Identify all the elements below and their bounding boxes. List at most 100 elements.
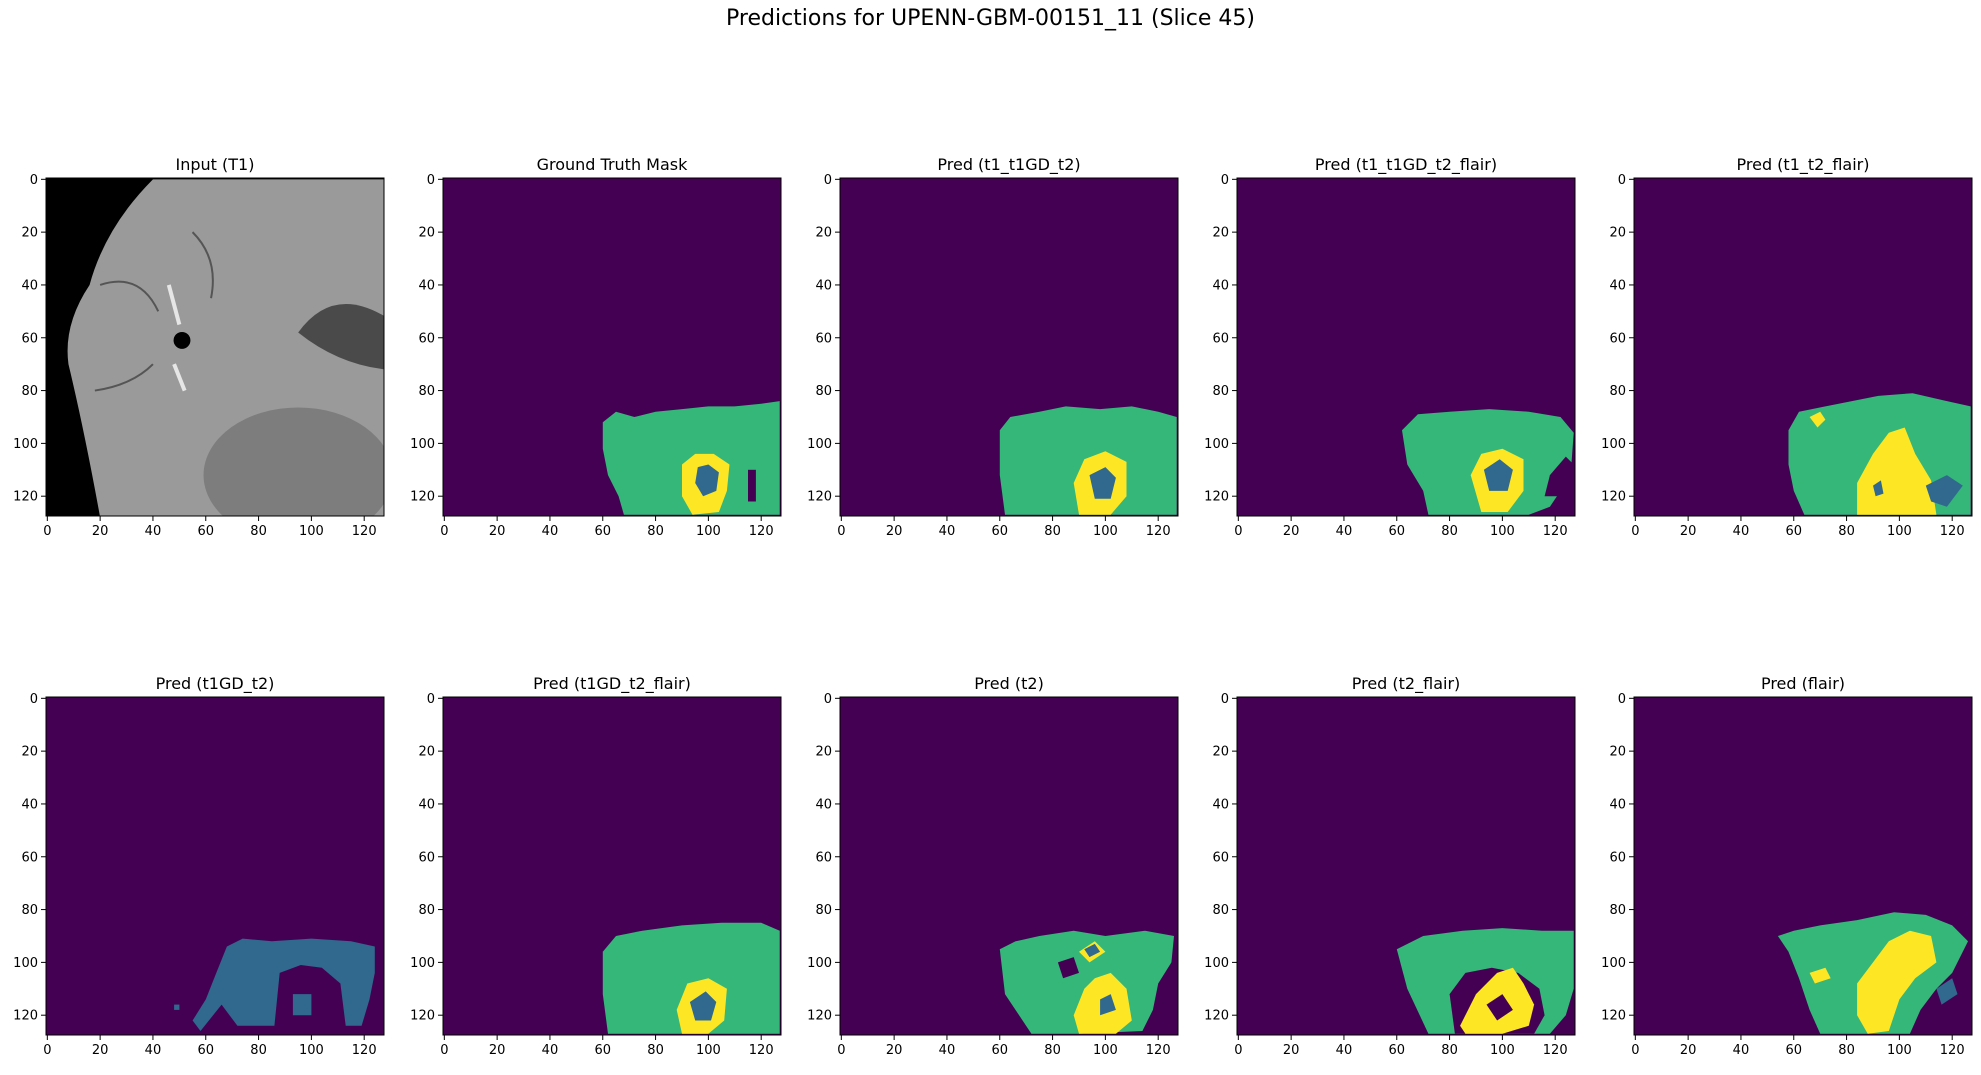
segmentation-region-class-1 xyxy=(1089,467,1116,499)
axes-frame xyxy=(1633,696,1973,1036)
subplot-7: Pred (t1GD_t2_flair) 0 20 40 60 80 100 120 0 20 40… xyxy=(397,663,785,1075)
y-tick-label: 0 xyxy=(1221,692,1229,707)
y-tick-label: 20 xyxy=(1609,226,1626,241)
y-tick-label: 20 xyxy=(1212,226,1229,241)
subplot-title: Pred (t1_t1GD_t2) xyxy=(937,155,1080,175)
subplot-svg: Pred (t1_t1GD_t2) 0 20 40 60 80 100 120 0 20 40 60 8… xyxy=(807,155,1179,539)
x-tick-label: 0 xyxy=(43,524,51,539)
y-tick-label: 80 xyxy=(1609,384,1626,399)
x-tick-label: 120 xyxy=(352,524,377,539)
dark-spot xyxy=(173,331,191,349)
x-tick-label: 0 xyxy=(440,1043,448,1058)
x-tick-label: 0 xyxy=(837,1043,845,1058)
y-tick-label: 20 xyxy=(418,226,435,241)
bright-vessel xyxy=(166,284,182,326)
y-tick-label: 0 xyxy=(30,692,38,707)
segmentation-region-class-1 xyxy=(1873,480,1884,497)
x-tick-label: 0 xyxy=(1631,1043,1639,1058)
x-tick-label: 60 xyxy=(197,524,214,539)
segmentation-region-class-1 xyxy=(1936,978,1958,1005)
y-tick-label: 120 xyxy=(13,490,38,505)
y-tick-label: 120 xyxy=(410,1009,435,1024)
x-tick-label: 60 xyxy=(1388,524,1405,539)
y-tick-label: 120 xyxy=(807,1009,832,1024)
x-tick-label: 100 xyxy=(1093,524,1118,539)
y-tick-label: 20 xyxy=(418,745,435,760)
y-tick-label: 40 xyxy=(418,797,435,812)
x-tick-label: 60 xyxy=(1785,1043,1802,1058)
subplot-title: Pred (flair) xyxy=(1761,674,1845,693)
x-tick-label: 80 xyxy=(250,524,267,539)
segmentation-region-class-1 xyxy=(174,1004,180,1010)
axes-frame xyxy=(839,177,1179,517)
y-tick-label: 120 xyxy=(1204,490,1229,505)
subplot-title: Pred (t1GD_t2) xyxy=(156,674,275,694)
ventricle-region xyxy=(298,304,384,370)
y-tick-label: 80 xyxy=(418,384,435,399)
segmentation-region-class-1 xyxy=(1483,459,1513,491)
x-tick-label: 80 xyxy=(250,1043,267,1058)
x-tick-label: 80 xyxy=(647,1043,664,1058)
y-tick-label: 40 xyxy=(418,278,435,293)
y-tick-label: 20 xyxy=(1212,745,1229,760)
axes-frame xyxy=(442,696,782,1036)
axes-frame xyxy=(1236,696,1576,1036)
x-tick-label: 100 xyxy=(696,1043,721,1058)
subplot-10: Pred (flair) 0 20 40 60 80 100 120 0 20 40 60 80 100 1… xyxy=(1588,663,1976,1075)
y-tick-label: 100 xyxy=(807,956,832,971)
y-tick-label: 40 xyxy=(1609,797,1626,812)
subplot-svg: Pred (t1GD_t2) 0 20 40 60 80 100 120 0 20 40 60 80 10… xyxy=(13,674,385,1058)
y-tick-label: 100 xyxy=(13,956,38,971)
x-tick-label: 20 xyxy=(489,524,506,539)
x-tick-label: 100 xyxy=(1887,1043,1912,1058)
segmentation-region-class-3 xyxy=(1857,930,1937,1034)
x-tick-label: 100 xyxy=(1490,1043,1515,1058)
cerebellum-region xyxy=(203,407,384,516)
x-tick-label: 40 xyxy=(939,1043,956,1058)
y-tick-label: 120 xyxy=(1204,1009,1229,1024)
subplot-5: Pred (t1_t2_flair) 0 20 40 60 80 100 120 0 20 40 60… xyxy=(1588,144,1976,556)
segmentation-region-class-1 xyxy=(1925,475,1963,507)
y-tick-label: 0 xyxy=(1221,173,1229,188)
x-tick-label: 120 xyxy=(1543,524,1568,539)
y-tick-label: 60 xyxy=(1212,850,1229,865)
segmentation-region-class-2 xyxy=(999,930,1174,1034)
y-tick-label: 20 xyxy=(21,226,38,241)
axes-frame xyxy=(839,696,1179,1036)
subplot-svg: Pred (t2) 0 20 40 60 80 100 120 0 20 40 60 80 100 120 xyxy=(807,674,1179,1058)
y-tick-label: 80 xyxy=(1212,903,1229,918)
segmentation-region-class-1 xyxy=(689,991,717,1021)
y-tick-label: 20 xyxy=(1609,745,1626,760)
x-tick-label: 20 xyxy=(92,1043,109,1058)
axes-frame xyxy=(45,177,385,517)
y-tick-label: 100 xyxy=(13,437,38,452)
y-tick-label: 0 xyxy=(824,692,832,707)
x-tick-label: 80 xyxy=(1441,1043,1458,1058)
subplot-6: Pred (t1GD_t2) 0 20 40 60 80 100 120 0 20 40 60 80 10… xyxy=(0,663,388,1075)
y-tick-label: 120 xyxy=(13,1009,38,1024)
segmentation-region-class-0 xyxy=(748,469,756,502)
segmentation-region-class-1 xyxy=(292,994,312,1016)
x-tick-label: 120 xyxy=(1146,524,1171,539)
segmentation-region-class-0 xyxy=(1544,456,1574,497)
y-tick-label: 60 xyxy=(21,850,38,865)
segmentation-region-class-2 xyxy=(602,922,780,1034)
x-tick-label: 0 xyxy=(43,1043,51,1058)
y-tick-label: 40 xyxy=(21,797,38,812)
subplot-svg: Pred (t2_flair) 0 20 40 60 80 100 120 0 20 40 60 80 1… xyxy=(1204,674,1576,1058)
subplot-8: Pred (t2) 0 20 40 60 80 100 120 0 20 40 60 80 100 120 xyxy=(794,663,1182,1075)
x-tick-label: 80 xyxy=(647,524,664,539)
x-tick-label: 40 xyxy=(145,524,162,539)
bright-vessel xyxy=(172,363,187,392)
x-tick-label: 0 xyxy=(1631,524,1639,539)
x-tick-label: 0 xyxy=(440,524,448,539)
y-tick-label: 80 xyxy=(1609,903,1626,918)
y-tick-label: 60 xyxy=(418,850,435,865)
subplot-svg: Pred (t1_t2_flair) 0 20 40 60 80 100 120 0 20 40 60… xyxy=(1601,155,1973,539)
x-tick-label: 120 xyxy=(1146,1043,1171,1058)
y-tick-label: 0 xyxy=(427,692,435,707)
y-tick-label: 100 xyxy=(1601,437,1626,452)
y-tick-label: 100 xyxy=(410,956,435,971)
y-tick-label: 60 xyxy=(1212,331,1229,346)
x-tick-label: 20 xyxy=(1680,524,1697,539)
